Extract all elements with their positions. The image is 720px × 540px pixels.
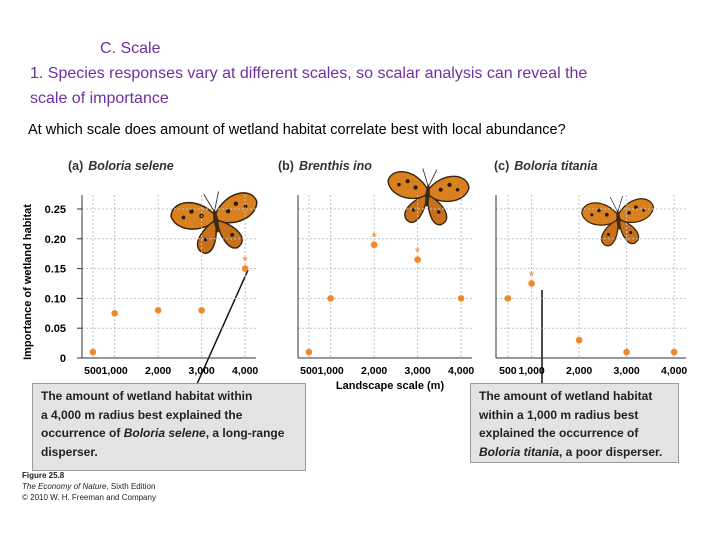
- x-tick-label: 1,000: [101, 365, 127, 377]
- callout-line: disperser.: [41, 443, 297, 462]
- data-point: [111, 309, 118, 317]
- callout-text: occurrence of: [41, 426, 124, 440]
- callout-line: explained the occurrence of: [479, 424, 670, 443]
- pointer-line: [196, 269, 249, 385]
- callout-text: The amount of wetland habitat: [479, 389, 653, 403]
- butterfly-image: [167, 184, 265, 259]
- panel-title: (a) Boloria selene: [68, 159, 174, 173]
- data-point: [623, 348, 630, 356]
- butterfly-image: [383, 164, 471, 228]
- callout-text: , a long-range: [205, 426, 285, 440]
- callout-text: Boloria selene: [123, 426, 206, 440]
- x-tick-label: 2,000: [361, 365, 387, 377]
- y-tick-label: 0.05: [45, 323, 66, 335]
- data-point: [241, 265, 249, 272]
- x-tick-label: 500: [300, 365, 318, 377]
- butterfly-image: [579, 192, 658, 249]
- significance-marker: *: [415, 244, 421, 260]
- x-tick-label: 1,000: [317, 365, 343, 377]
- data-point: [370, 241, 378, 249]
- species-name: Boloria selene: [88, 159, 173, 173]
- credit-copyright: © 2010 W. H. Freeman and Company: [22, 493, 156, 502]
- callout: The amount of wetland habitat within a 4,…: [32, 383, 306, 471]
- x-tick-label: 3,000: [404, 365, 430, 377]
- callout-line: occurrence of Boloria selene, a long-ran…: [41, 424, 297, 443]
- significance-marker: *: [529, 267, 535, 283]
- callout-line: The amount of wetland habitat within: [41, 387, 297, 406]
- panel-label: (c): [494, 159, 509, 173]
- panel-title: (b) Brenthis ino: [278, 159, 372, 173]
- data-point: [154, 307, 162, 314]
- callout-line: within a 1,000 m radius best: [479, 406, 670, 425]
- x-tick-label: 4,000: [661, 365, 687, 377]
- question: At which scale does amount of wetland ha…: [28, 122, 566, 138]
- x-tick-label: 1,000: [518, 365, 544, 377]
- heading-line: 1. Species responses vary at different s…: [30, 65, 588, 82]
- x-tick-label: 2,000: [145, 365, 171, 377]
- x-tick-label: 4,000: [448, 365, 474, 377]
- data-point: [528, 280, 535, 287]
- panel-label: (a): [68, 159, 83, 173]
- y-tick-label: 0.10: [45, 293, 66, 305]
- heading-line: scale of importance: [30, 90, 169, 107]
- y-tick-label: 0.20: [45, 234, 66, 246]
- x-tick-label: 2,000: [566, 365, 592, 377]
- data-point: [89, 348, 97, 356]
- data-point: [305, 348, 313, 356]
- callout-text: , a poor disperser.: [559, 444, 663, 459]
- callout-line: Boloria titania, a poor disperser.: [479, 443, 670, 462]
- callout-line: The amount of wetland habitat: [479, 387, 670, 406]
- credit-figure: Figure 25.8: [22, 471, 65, 480]
- panel-label: (b): [278, 159, 294, 173]
- data-point: [575, 336, 583, 344]
- callout-text: The amount of wetland habitat within: [41, 389, 253, 403]
- x-tick-label: 3,000: [613, 365, 639, 377]
- data-point: [504, 295, 512, 302]
- x-axis-label: Landscape scale (m): [336, 380, 445, 392]
- y-tick-label: 0.15: [45, 264, 66, 276]
- x-tick-label: 3,000: [188, 365, 214, 377]
- significance-marker: *: [242, 253, 248, 269]
- credit-book: The Economy of Nature: [22, 482, 107, 491]
- callout-text: explained the occurrence of: [479, 426, 639, 440]
- figure-credit: Figure 25.8 The Economy of Nature, Sixth…: [22, 470, 156, 503]
- species-name: Boloria titania: [514, 159, 597, 173]
- data-point: [670, 348, 678, 356]
- callout-text: Boloria titania: [479, 444, 560, 459]
- x-tick-label: 4,000: [232, 365, 258, 377]
- data-point: [414, 256, 421, 263]
- species-name: Brenthis ino: [299, 159, 372, 173]
- x-tick-label: 500: [499, 365, 517, 377]
- data-point: [198, 307, 205, 314]
- data-point: [457, 295, 465, 302]
- y-tick-label: 0.25: [45, 204, 66, 216]
- callout-text: a 4,000 m radius best explained the: [41, 407, 243, 422]
- callout: The amount of wetland habitat within a 1,…: [470, 383, 679, 463]
- data-point: [327, 295, 334, 302]
- callout-text: disperser.: [41, 444, 98, 459]
- credit-edition: , Sixth Edition: [106, 482, 156, 491]
- significance-marker: *: [371, 229, 377, 245]
- callout-line: a 4,000 m radius best explained the: [41, 406, 297, 425]
- panel-title: (c) Boloria titania: [494, 159, 598, 173]
- y-tick-label: 0: [60, 353, 66, 365]
- x-tick-label: 500: [84, 365, 102, 377]
- y-axis-label: Importance of wetland habitat: [22, 204, 34, 360]
- callout-text: within a 1,000 m radius best: [479, 407, 639, 422]
- section-title: C. Scale: [100, 40, 161, 57]
